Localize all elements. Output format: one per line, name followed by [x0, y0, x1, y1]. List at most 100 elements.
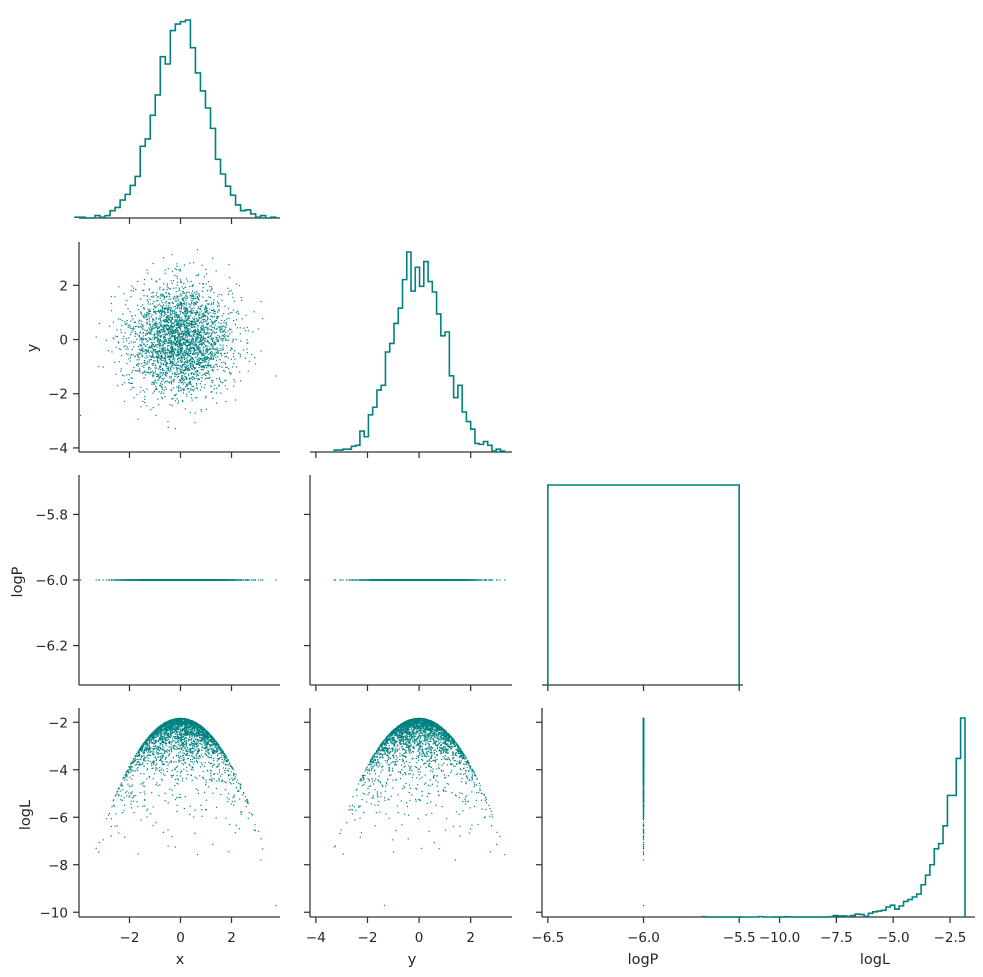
- scatter-point: [162, 290, 163, 291]
- scatter-point: [228, 294, 229, 295]
- scatter-point: [199, 347, 200, 348]
- scatter-point: [186, 385, 187, 386]
- scatter-point: [197, 371, 198, 372]
- scatter-point: [222, 350, 223, 351]
- scatter-point: [133, 328, 134, 329]
- scatter-point: [179, 288, 180, 289]
- scatter-point: [187, 361, 188, 362]
- scatter-point: [217, 350, 218, 351]
- scatter-point: [138, 323, 139, 324]
- scatter-point: [141, 314, 142, 315]
- scatter-point: [174, 352, 175, 353]
- scatter-point: [201, 330, 202, 331]
- scatter-point: [201, 325, 202, 326]
- scatter-point: [212, 316, 213, 317]
- scatter-point: [157, 360, 158, 361]
- scatter-point: [217, 312, 218, 313]
- scatter-point: [145, 333, 146, 334]
- scatter-point: [130, 296, 131, 297]
- scatter-point: [243, 328, 244, 329]
- scatter-point: [183, 353, 184, 354]
- scatter-point: [144, 284, 145, 285]
- scatter-point: [169, 351, 170, 352]
- scatter-point: [141, 338, 142, 339]
- scatter-point: [132, 318, 133, 319]
- scatter-point: [135, 326, 136, 327]
- scatter-point: [173, 280, 174, 281]
- scatter-point: [164, 315, 165, 316]
- scatter-point: [196, 312, 197, 313]
- scatter-point: [200, 339, 201, 340]
- scatter-point: [178, 325, 179, 326]
- scatter-point: [141, 342, 142, 343]
- scatter-point: [251, 354, 252, 355]
- scatter-point: [151, 330, 152, 331]
- scatter-point: [157, 344, 158, 345]
- scatter-point: [156, 382, 157, 383]
- scatter-point: [200, 332, 201, 333]
- scatter-point: [162, 378, 163, 379]
- scatter-point: [186, 313, 187, 314]
- scatter-point: [158, 344, 159, 345]
- scatter-point: [188, 334, 189, 335]
- scatter-point: [189, 369, 190, 370]
- scatter-point: [176, 363, 177, 364]
- scatter-point: [189, 320, 190, 321]
- scatter-point: [199, 318, 200, 319]
- scatter-point: [197, 363, 198, 364]
- scatter-point: [178, 300, 179, 301]
- scatter-point: [197, 308, 198, 309]
- scatter-point: [202, 284, 203, 285]
- scatter-point: [258, 579, 259, 580]
- scatter-point: [197, 302, 198, 303]
- scatter-point: [138, 365, 139, 366]
- scatter-point: [159, 351, 160, 352]
- scatter-point: [212, 337, 213, 338]
- scatter-point: [170, 369, 171, 370]
- scatter-point: [215, 344, 216, 345]
- scatter-point: [161, 372, 162, 373]
- scatter-point: [216, 338, 217, 339]
- scatter-point: [180, 313, 181, 314]
- scatter-point: [149, 352, 150, 353]
- scatter-point: [160, 335, 161, 336]
- scatter-point: [135, 331, 136, 332]
- scatter-point: [195, 352, 196, 353]
- scatter-point: [190, 412, 191, 413]
- scatter-point: [204, 355, 205, 356]
- scatter-point: [243, 349, 244, 350]
- scatter-point: [205, 334, 206, 335]
- scatter-point: [216, 388, 217, 389]
- scatter-point: [111, 310, 112, 311]
- scatter-point: [212, 355, 213, 356]
- scatter-point: [187, 332, 188, 333]
- scatter-point: [122, 375, 123, 376]
- scatter-point: [171, 254, 172, 255]
- scatter-point: [170, 376, 171, 377]
- scatter-point: [158, 328, 159, 329]
- scatter-point: [177, 331, 178, 332]
- scatter-point: [138, 363, 139, 364]
- scatter-point: [148, 362, 149, 363]
- scatter-point: [214, 388, 215, 389]
- scatter-point: [175, 329, 176, 330]
- scatter-point: [121, 355, 122, 356]
- scatter-point: [242, 318, 243, 319]
- scatter-point: [172, 336, 173, 337]
- scatter-point: [170, 313, 171, 314]
- scatter-point: [195, 294, 196, 295]
- scatter-point: [137, 370, 138, 371]
- scatter-point: [212, 358, 213, 359]
- scatter-point: [198, 361, 199, 362]
- scatter-point: [211, 343, 212, 344]
- scatter-point: [150, 303, 151, 304]
- scatter-point: [207, 352, 208, 353]
- scatter-point: [184, 293, 185, 294]
- scatter-point: [141, 354, 142, 355]
- scatter-point: [181, 325, 182, 326]
- scatter-point: [108, 350, 109, 351]
- scatter-point: [166, 296, 167, 297]
- scatter-point: [229, 329, 230, 330]
- scatter-point: [180, 281, 181, 282]
- scatter-point: [191, 348, 192, 349]
